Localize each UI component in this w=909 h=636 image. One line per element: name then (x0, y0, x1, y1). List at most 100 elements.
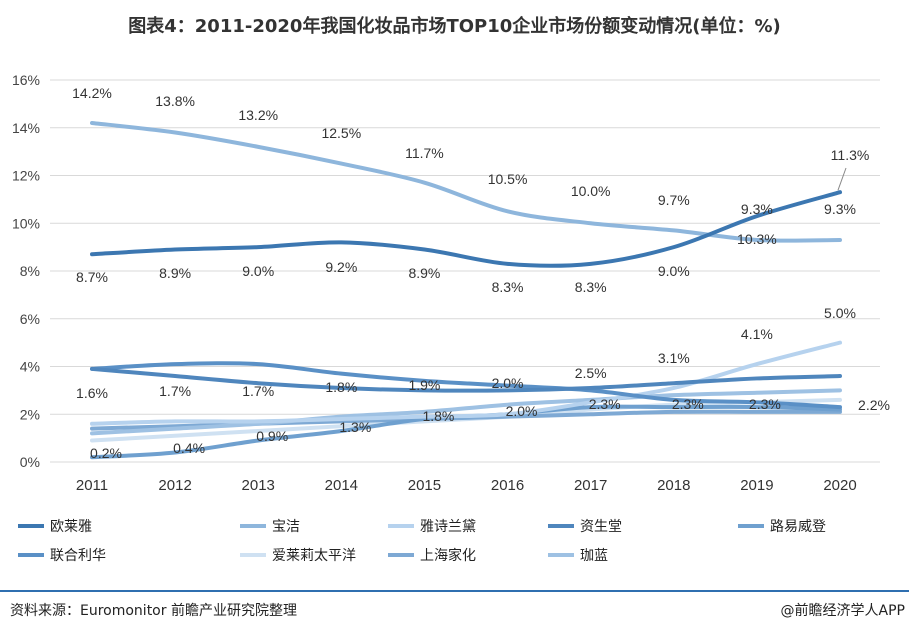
data-label: 4.1% (741, 326, 773, 342)
data-label-leader (837, 167, 847, 191)
legend-swatch (388, 524, 414, 528)
data-label: 2.3% (749, 396, 781, 412)
data-label: 13.2% (238, 107, 278, 123)
data-label: 0.2% (90, 445, 122, 461)
data-label: 9.3% (824, 201, 856, 217)
data-label: 10.0% (571, 183, 611, 199)
data-label: 10.3% (737, 231, 777, 247)
legend-label: 宝洁 (272, 519, 300, 535)
legend-swatch (388, 553, 414, 557)
legend-swatch (738, 524, 764, 528)
data-label: 8.3% (492, 279, 524, 295)
x-tick-label: 2015 (408, 477, 441, 494)
x-tick-label: 2016 (491, 477, 524, 494)
legend-swatch (240, 524, 266, 528)
y-axis-tick-labels: 0% 2% 4% 6% 8% 10% 12% 14% 16% (12, 72, 40, 470)
data-label: 3.1% (658, 350, 690, 366)
x-tick-label: 2011 (76, 477, 108, 494)
legend-label: 上海家化 (420, 548, 476, 564)
x-tick-label: 2012 (158, 477, 191, 494)
data-label: 1.7% (242, 383, 274, 399)
legend-label: 欧莱雅 (50, 519, 92, 535)
y-tick-label: 2% (20, 406, 40, 422)
legend-item: 珈蓝 (548, 545, 608, 565)
legend-swatch (240, 553, 266, 557)
data-label: 8.3% (575, 279, 607, 295)
data-label: 1.3% (339, 419, 371, 435)
x-tick-label: 2014 (325, 477, 358, 494)
data-label: 2.5% (575, 365, 607, 381)
legend-swatch (18, 524, 44, 528)
data-label: 8.9% (159, 265, 191, 281)
footer-divider (0, 590, 909, 592)
y-tick-label: 14% (12, 120, 40, 136)
y-tick-label: 10% (12, 215, 40, 231)
legend-label: 爱莱莉太平洋 (272, 548, 356, 564)
legend-item: 爱莱莉太平洋 (240, 545, 356, 565)
y-tick-label: 4% (20, 359, 40, 375)
series-line-9 (90, 388, 842, 436)
chart-title: 图表4：2011-2020年我国化妆品市场TOP10企业市场份额变动情况(单位：… (128, 16, 781, 37)
legend-item: 上海家化 (388, 545, 476, 565)
legend-label: 珈蓝 (580, 548, 608, 564)
data-label: 13.8% (155, 93, 195, 109)
series-line-3 (90, 340, 842, 426)
legend-label: 路易威登 (770, 519, 826, 535)
series-line-4 (90, 366, 842, 393)
series-line-1 (90, 190, 842, 268)
legend-swatch (548, 553, 574, 557)
data-label: 8.9% (408, 265, 440, 281)
data-label: 5.0% (824, 305, 856, 321)
data-label: 9.0% (658, 263, 690, 279)
legend-swatch (18, 553, 44, 557)
data-label: 11.7% (405, 145, 444, 161)
data-label: 14.2% (72, 85, 112, 101)
legend-item: 雅诗兰黛 (388, 516, 476, 536)
legend-item: 路易威登 (738, 516, 826, 536)
brand-credit: @前瞻经济学人APP (780, 603, 905, 619)
data-label: 2.3% (672, 396, 704, 412)
data-label: 12.5% (321, 125, 361, 141)
series-line-2 (90, 120, 842, 243)
x-tick-label: 2017 (574, 477, 607, 494)
data-label: 9.2% (325, 259, 357, 275)
y-tick-label: 16% (12, 72, 40, 88)
data-label: 2.0% (506, 403, 538, 419)
legend-item: 宝洁 (240, 516, 300, 536)
series-lines (90, 120, 842, 460)
data-label: 1.8% (422, 408, 454, 424)
data-label: 2.3% (589, 396, 621, 412)
x-axis-tick-labels: 2011 2012 2013 2014 2015 2016 2017 2018 2019 2020 (76, 477, 857, 494)
data-label: 9.3% (741, 201, 773, 217)
legend-label: 雅诗兰黛 (420, 519, 476, 535)
source-note: 资料来源：Euromonitor 前瞻产业研究院整理 (10, 603, 297, 619)
legend-item: 资生堂 (548, 516, 622, 536)
legend-label: 联合利华 (50, 548, 106, 564)
y-tick-label: 8% (20, 263, 40, 279)
data-label: 2.2% (858, 397, 890, 413)
series-line-6 (90, 361, 842, 410)
legend-item: 欧莱雅 (18, 516, 92, 536)
data-label: 9.7% (658, 192, 690, 208)
y-tick-label: 6% (20, 311, 40, 327)
data-label: 0.4% (173, 440, 205, 456)
data-label: 9.0% (242, 263, 274, 279)
data-label: 1.8% (325, 379, 357, 395)
data-label: 1.6% (76, 385, 108, 401)
data-label: 8.7% (76, 269, 108, 285)
legend-label: 资生堂 (580, 519, 622, 535)
x-tick-label: 2020 (823, 477, 856, 494)
data-label: 10.5% (488, 171, 528, 187)
data-label: 1.7% (159, 383, 191, 399)
legend-item: 联合利华 (18, 545, 106, 565)
data-label: 11.3% (831, 147, 870, 163)
legend-swatch (548, 524, 574, 528)
data-label: 2.0% (492, 375, 524, 391)
y-tick-label: 12% (12, 168, 40, 184)
data-label: 0.9% (256, 428, 288, 444)
data-label: 1.9% (408, 377, 440, 393)
y-tick-label: 0% (20, 454, 40, 470)
x-tick-label: 2013 (242, 477, 275, 494)
x-tick-label: 2019 (740, 477, 773, 494)
